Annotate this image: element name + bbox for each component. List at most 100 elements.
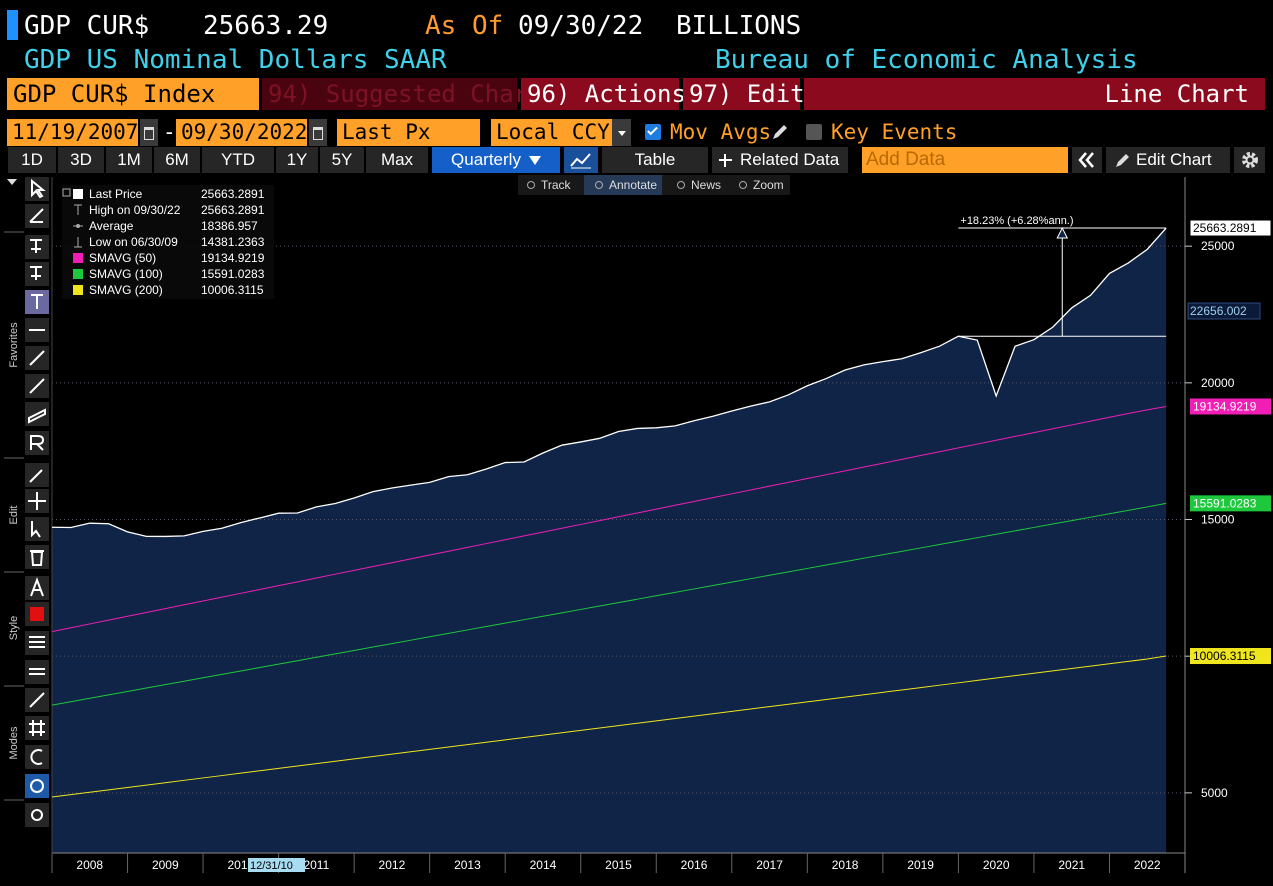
x-tick-label: 2017 [756,858,783,872]
period-button[interactable]: 1M [106,147,152,173]
legend-low-icon [74,237,82,248]
x-tick-label: 2016 [681,858,708,872]
legend-collapse [62,188,71,197]
legend-label: Average [89,219,134,233]
source: Bureau of Economic Analysis [715,45,1138,75]
key-events-label[interactable]: Key Events [831,120,958,144]
period-button[interactable]: Max [366,147,428,173]
x-tick-label: 2011 [303,858,329,872]
tool-tile [25,660,49,684]
calendar-icon[interactable] [140,119,158,146]
x-tick-label: 2019 [907,858,934,872]
period-button[interactable]: 5Y [320,147,364,173]
related-data-button[interactable]: Related Data [712,147,848,173]
add-data-field[interactable]: Add Data [862,147,1068,173]
x-tick-label: 2022 [1134,858,1161,872]
y-tick-label: 25000 [1201,239,1235,253]
period-button[interactable]: 6M [154,147,200,173]
period-button[interactable]: 3D [58,147,104,173]
currency-dropdown[interactable] [612,119,631,146]
edit-menu[interactable]: 97) Edit [683,78,821,110]
y-tick-label: 15000 [1201,513,1235,527]
end-date[interactable]: 09/30/2022 [176,119,307,146]
tool-icon [29,350,45,366]
chart-tool: Zoom [753,178,784,192]
last-value-box [1189,219,1272,237]
sidebar-section-label: Favorites [8,322,20,368]
x-tick-label: 2013 [454,858,481,872]
period-button[interactable]: YTD [202,147,274,173]
pencil-icon [1116,154,1129,167]
pencil-icon[interactable] [770,122,790,142]
collapse-button[interactable] [1072,147,1102,173]
series-line [51,655,1167,798]
tool-icon [29,668,45,675]
annotation-label: +18.23% (+6.28%ann.) [960,215,1073,227]
cursor-value-label: 22656.002 [1190,304,1247,318]
actions-label: 96) Actions [527,80,686,108]
start-date[interactable]: 11/19/2007 [7,119,138,146]
last-value-label: 15591.0283 [1193,496,1257,510]
tool-icon [29,208,44,223]
cursor-date-box [248,858,305,872]
tool-icon [29,469,43,483]
legend-avg-dot [76,224,80,228]
table-button[interactable]: Table [602,147,708,173]
calendar-icon[interactable] [309,119,327,146]
tool-icon [29,692,45,708]
tool-icon [30,550,44,566]
tool-tile [25,716,49,740]
last-value-box [1190,398,1271,415]
period-button[interactable]: 1D [8,147,56,173]
y-tick-label: 20000 [1201,376,1235,390]
legend-swatch [73,253,83,263]
tool-icon [31,521,41,538]
tool-icon [30,266,42,280]
last-value-label: 25663.2891 [1193,221,1257,235]
legend-high-icon [74,204,82,215]
sidebar-section-label: Style [8,616,20,640]
edit-chart-button[interactable]: Edit Chart [1106,147,1230,173]
x-tick-label: 2015 [605,858,632,872]
actions-menu[interactable]: 96) Actions [521,78,702,110]
currency-select[interactable]: Local CCY [491,119,612,146]
x-tick-label: 2021 [1058,858,1085,872]
security-field[interactable]: GDP CUR$ Index [7,78,259,110]
frequency-select[interactable]: Quarterly [432,147,560,173]
related-data-label: Related Data [740,150,840,169]
chart-style-button[interactable] [564,147,598,173]
legend-label: Low on 06/30/09 [89,235,178,249]
tool-icon [595,181,603,189]
tool-icon [29,378,45,394]
legend-label: SMAVG (100) [89,267,163,281]
chart-type[interactable]: Line Chart [804,78,1265,110]
key-events-checkbox[interactable] [806,124,822,140]
tool-icon [30,779,45,793]
period-button[interactable]: 1Y [276,147,318,173]
sidebar-section-label: Modes [8,726,20,760]
legend-value: 25663.2891 [201,203,265,217]
chart: FavoritesEditStyleModes50001000015000200… [4,175,1272,873]
field-select[interactable]: Last Px [337,119,480,146]
legend-value: 19134.9219 [201,251,265,265]
x-tick-label: 2018 [832,858,859,872]
legend-swatch [73,189,83,199]
suggested-charts[interactable]: 94) Suggested Charts [262,78,557,110]
last-value-label: 19134.9219 [1193,399,1257,413]
tool-icon [31,809,44,821]
last-value-label: 10006.3115 [1193,649,1256,663]
tool-icon [29,636,45,648]
settings-button[interactable] [1234,147,1265,173]
series-line [51,405,1167,633]
ticker: GDP CUR$ [24,11,150,41]
mov-avgs-checkbox[interactable] [645,124,661,140]
tool-icon [28,492,46,510]
gear-icon [1241,152,1258,168]
tool-icon [30,577,44,597]
tool-icon [677,181,685,189]
series-line [51,227,1167,538]
cursor-block [7,10,18,40]
mov-avgs-label[interactable]: Mov Avgs [670,120,772,144]
check-mark [647,124,658,136]
